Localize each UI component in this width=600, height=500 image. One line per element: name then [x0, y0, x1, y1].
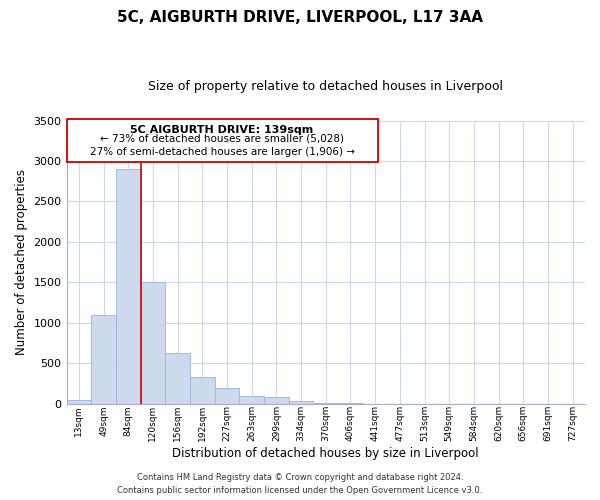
Bar	[289, 402, 313, 404]
Bar	[165, 352, 190, 404]
Text: Contains HM Land Registry data © Crown copyright and database right 2024.
Contai: Contains HM Land Registry data © Crown c…	[118, 474, 482, 495]
Bar	[91, 314, 116, 404]
FancyBboxPatch shape	[67, 119, 377, 162]
Bar	[215, 388, 239, 404]
Bar	[264, 397, 289, 404]
Bar	[239, 396, 264, 404]
Text: 5C, AIGBURTH DRIVE, LIVERPOOL, L17 3AA: 5C, AIGBURTH DRIVE, LIVERPOOL, L17 3AA	[117, 10, 483, 25]
Bar	[313, 403, 338, 404]
Text: 5C AIGBURTH DRIVE: 139sqm: 5C AIGBURTH DRIVE: 139sqm	[130, 125, 314, 135]
Bar	[116, 169, 140, 404]
Text: ← 73% of detached houses are smaller (5,028): ← 73% of detached houses are smaller (5,…	[100, 134, 344, 143]
Bar	[67, 400, 91, 404]
Y-axis label: Number of detached properties: Number of detached properties	[15, 169, 28, 355]
Text: 27% of semi-detached houses are larger (1,906) →: 27% of semi-detached houses are larger (…	[89, 147, 355, 157]
X-axis label: Distribution of detached houses by size in Liverpool: Distribution of detached houses by size …	[172, 447, 479, 460]
Title: Size of property relative to detached houses in Liverpool: Size of property relative to detached ho…	[148, 80, 503, 93]
Bar	[140, 282, 165, 404]
Bar	[190, 377, 215, 404]
